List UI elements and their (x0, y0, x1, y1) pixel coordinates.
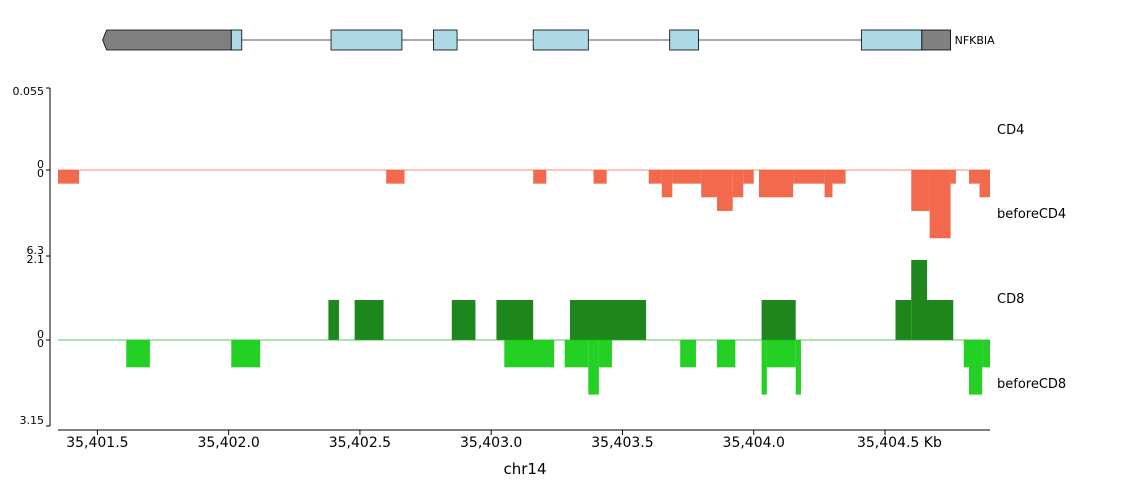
signal-bar (968, 340, 983, 395)
track-title: beforeCD4 (997, 207, 1066, 222)
y-tick-label: 6.3 (27, 244, 45, 257)
signal-bar (661, 170, 673, 198)
signal-bar (328, 300, 339, 340)
signal-bar (701, 170, 717, 198)
signal-bar (793, 170, 825, 184)
y-tick-label: 2.1 (27, 253, 45, 266)
y-tick-label: 0 (37, 328, 44, 341)
track-CD4: 0.055 0 CD4 (13, 85, 1025, 171)
y-tick-label: 0.055 (13, 85, 45, 98)
gene-utr (921, 29, 952, 51)
signal-bar (126, 340, 150, 368)
signal-bar (672, 170, 702, 184)
y-tick-label: 0 (37, 337, 44, 350)
signal-bar (716, 170, 733, 211)
track-CD8: 2.1 0 CD8 (27, 253, 1025, 341)
gene-name-label: NFKBIA (955, 34, 996, 47)
x-tick-label: 35,401.5 (66, 435, 128, 451)
signal-bar (732, 170, 744, 198)
signal-bar (795, 340, 801, 395)
y-tick-label: 0 (37, 167, 44, 180)
signal-bar (968, 170, 980, 184)
track-title: beforeCD8 (997, 377, 1066, 392)
gene-utr-arrow (102, 29, 232, 51)
track-beforeCD4: 0 6.3 beforeCD4 (27, 167, 1067, 257)
x-tick-label: 35,404.0 (723, 435, 785, 451)
signal-bar (926, 300, 954, 340)
track-beforeCD8: 0 3.15 beforeCD8 (20, 337, 1067, 427)
gene-exon (433, 29, 458, 51)
track-title: CD4 (997, 123, 1024, 138)
signal-bar (593, 170, 607, 184)
signal-bar (231, 340, 261, 368)
signal-bar (386, 170, 405, 184)
signal-bar (963, 340, 969, 368)
signal-bar (911, 170, 930, 211)
x-tick-label: 35,403.0 (460, 435, 522, 451)
signal-bar (564, 340, 589, 368)
signal-bar (832, 170, 846, 184)
x-axis-label: chr14 (503, 460, 546, 478)
signal-bar (895, 300, 912, 340)
signal-bar (716, 340, 736, 368)
signal-bar (504, 340, 555, 368)
signal-bar (588, 340, 599, 395)
signal-bar (451, 300, 476, 340)
x-tick-label: 35,403.5 (591, 435, 653, 451)
signal-bar (569, 300, 647, 340)
signal-bar (929, 170, 951, 239)
signal-bar (598, 340, 612, 368)
signal-bar (911, 260, 927, 340)
gene-exon (230, 29, 243, 51)
signal-bar (680, 340, 696, 368)
y-tick-label: 3.15 (20, 414, 45, 427)
signal-bar (743, 170, 754, 184)
x-tick-label: 35,402.5 (329, 435, 391, 451)
signal-bar (761, 340, 767, 395)
gene-track: NFKBIA (102, 29, 996, 51)
gene-exon (669, 29, 699, 51)
signal-bar (58, 170, 80, 184)
signal-bar (354, 300, 384, 340)
signal-bar (648, 170, 662, 184)
gene-exon (532, 29, 589, 51)
signal-bar (766, 340, 796, 368)
x-axis: 35,401.5 35,402.0 35,402.5 35,403.0 35,403.5… (58, 429, 990, 451)
signal-bar (824, 170, 833, 198)
x-tick-label: 35,402.0 (197, 435, 259, 451)
x-tick-label: 35,404.5 Kb (857, 435, 942, 451)
track-title: CD8 (997, 292, 1024, 307)
signal-bar (761, 300, 796, 340)
signal-bar (496, 300, 534, 340)
y-tick-label: 0 (37, 158, 44, 171)
signal-tracks: 0.055 0 CD4 0 6.3 beforeCD4 2.1 0 CD8 0 3.15 before… (13, 85, 1067, 427)
signal-bar (979, 170, 990, 198)
gene-exon (860, 29, 923, 51)
signal-bar (982, 340, 990, 368)
signal-bar (758, 170, 794, 198)
signal-bar (533, 170, 547, 184)
signal-bar (950, 170, 956, 184)
gene-exon (330, 29, 403, 51)
